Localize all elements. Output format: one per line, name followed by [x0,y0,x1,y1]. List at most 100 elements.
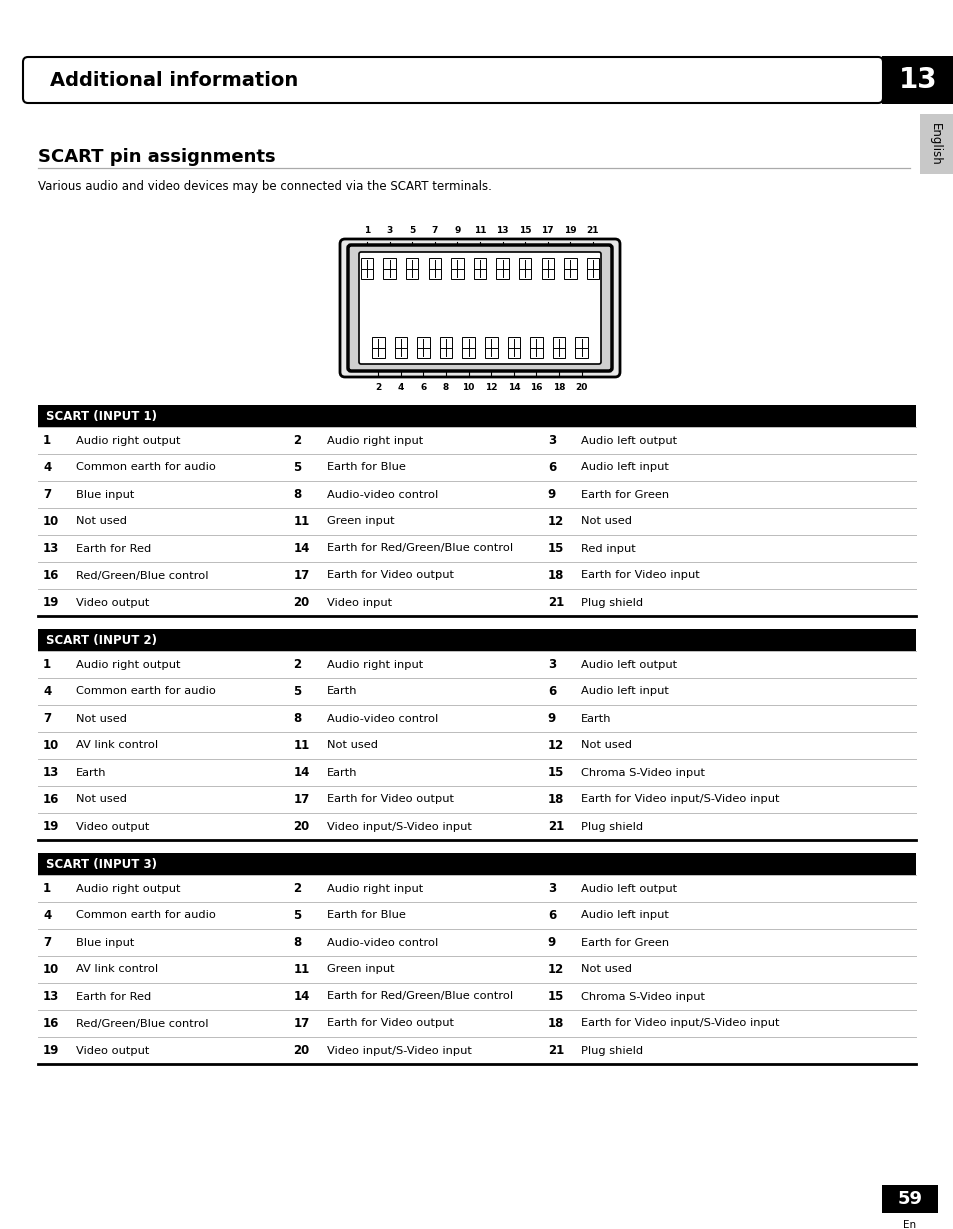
Text: 17: 17 [293,569,309,583]
Bar [395,337,407,358]
Text: 14: 14 [293,542,310,556]
Text: 1: 1 [43,434,51,447]
Text: Audio right input: Audio right input [326,435,422,445]
Text: Blue input: Blue input [76,938,134,948]
Text: Blue input: Blue input [76,489,134,499]
Bar [530,337,542,358]
Text: 12: 12 [547,515,563,528]
Bar [372,337,384,358]
Text: Audio left output: Audio left output [580,660,677,670]
Text: Earth for Video input: Earth for Video input [580,570,700,580]
Text: 6: 6 [420,383,426,392]
Text: Earth for Green: Earth for Green [580,938,669,948]
Text: 9: 9 [454,226,460,235]
Text: 11: 11 [293,964,309,976]
Bar [38,406,915,426]
Bar [360,258,373,279]
Text: Earth for Video input/S-Video input: Earth for Video input/S-Video input [580,1019,779,1029]
Text: 2: 2 [293,434,301,447]
Text: 14: 14 [293,991,310,1003]
Text: 7: 7 [43,488,51,501]
Text: 19: 19 [43,1043,59,1057]
Text: 1: 1 [363,226,370,235]
Text: 11: 11 [474,226,486,235]
Text: 6: 6 [547,909,556,922]
Text: Not used: Not used [580,965,632,975]
Text: 3: 3 [386,226,393,235]
Text: Audio right output: Audio right output [76,884,181,893]
Text: 16: 16 [43,793,59,806]
Text: 7: 7 [43,936,51,949]
Text: Earth: Earth [326,767,356,778]
Text: 5: 5 [409,226,415,235]
Text: SCART (INPUT 2): SCART (INPUT 2) [46,634,157,646]
Text: 9: 9 [547,712,556,725]
Text: Green input: Green input [326,965,394,975]
Text: 21: 21 [547,820,563,833]
Text: Common earth for audio: Common earth for audio [76,911,216,921]
Text: Not used: Not used [76,516,128,526]
Text: 17: 17 [541,226,554,235]
Text: 3: 3 [547,882,556,895]
Text: Earth: Earth [580,714,611,724]
Bar [462,337,475,358]
Text: Audio right input: Audio right input [326,660,422,670]
Text: 11: 11 [293,515,309,528]
Text: 11: 11 [293,739,309,752]
Bar [406,258,418,279]
Text: 13: 13 [898,66,937,93]
Text: 20: 20 [293,1043,309,1057]
Bar [428,258,440,279]
Text: 20: 20 [293,596,309,610]
Text: 8: 8 [442,383,449,392]
Text: Earth for Blue: Earth for Blue [326,911,405,921]
Text: 2: 2 [293,882,301,895]
Text: Not used: Not used [326,741,377,751]
Text: 9: 9 [547,488,556,501]
Text: Audio-video control: Audio-video control [326,714,437,724]
Text: 16: 16 [530,383,542,392]
Text: Earth for Red/Green/Blue control: Earth for Red/Green/Blue control [326,543,512,553]
Text: Audio left output: Audio left output [580,435,677,445]
Text: 8: 8 [293,936,301,949]
Bar [496,258,508,279]
Text: 1: 1 [43,882,51,895]
Text: Not used: Not used [580,741,632,751]
Text: Common earth for audio: Common earth for audio [76,462,216,472]
Text: 15: 15 [547,542,563,556]
FancyBboxPatch shape [339,238,619,377]
Text: 1: 1 [43,658,51,671]
Text: 19: 19 [563,226,577,235]
Bar [383,258,395,279]
Text: 18: 18 [547,569,563,583]
Text: 4: 4 [43,685,51,698]
Text: 2: 2 [375,383,381,392]
Bar [451,258,463,279]
Text: English: English [927,123,941,166]
Bar [484,337,497,358]
Text: Earth for Green: Earth for Green [580,489,669,499]
Text: Audio-video control: Audio-video control [326,938,437,948]
Text: 15: 15 [547,766,563,779]
Text: 10: 10 [43,964,59,976]
Text: 5: 5 [293,461,301,474]
Text: Chroma S-Video input: Chroma S-Video input [580,992,704,1002]
Bar [474,258,486,279]
Bar [586,258,598,279]
Text: Audio-video control: Audio-video control [326,489,437,499]
Text: Not used: Not used [580,516,632,526]
Text: 20: 20 [575,383,587,392]
Text: 14: 14 [507,383,519,392]
Text: 13: 13 [43,766,59,779]
Text: 10: 10 [43,739,59,752]
Text: 6: 6 [547,685,556,698]
Text: Earth for Red: Earth for Red [76,543,152,553]
Text: Video input/S-Video input: Video input/S-Video input [326,1046,471,1056]
Text: SCART (INPUT 3): SCART (INPUT 3) [46,858,157,871]
FancyBboxPatch shape [358,252,600,364]
Text: 18: 18 [553,383,565,392]
Bar [553,337,565,358]
Text: 9: 9 [547,936,556,949]
Text: Earth for Video output: Earth for Video output [326,570,453,580]
Bar [541,258,554,279]
